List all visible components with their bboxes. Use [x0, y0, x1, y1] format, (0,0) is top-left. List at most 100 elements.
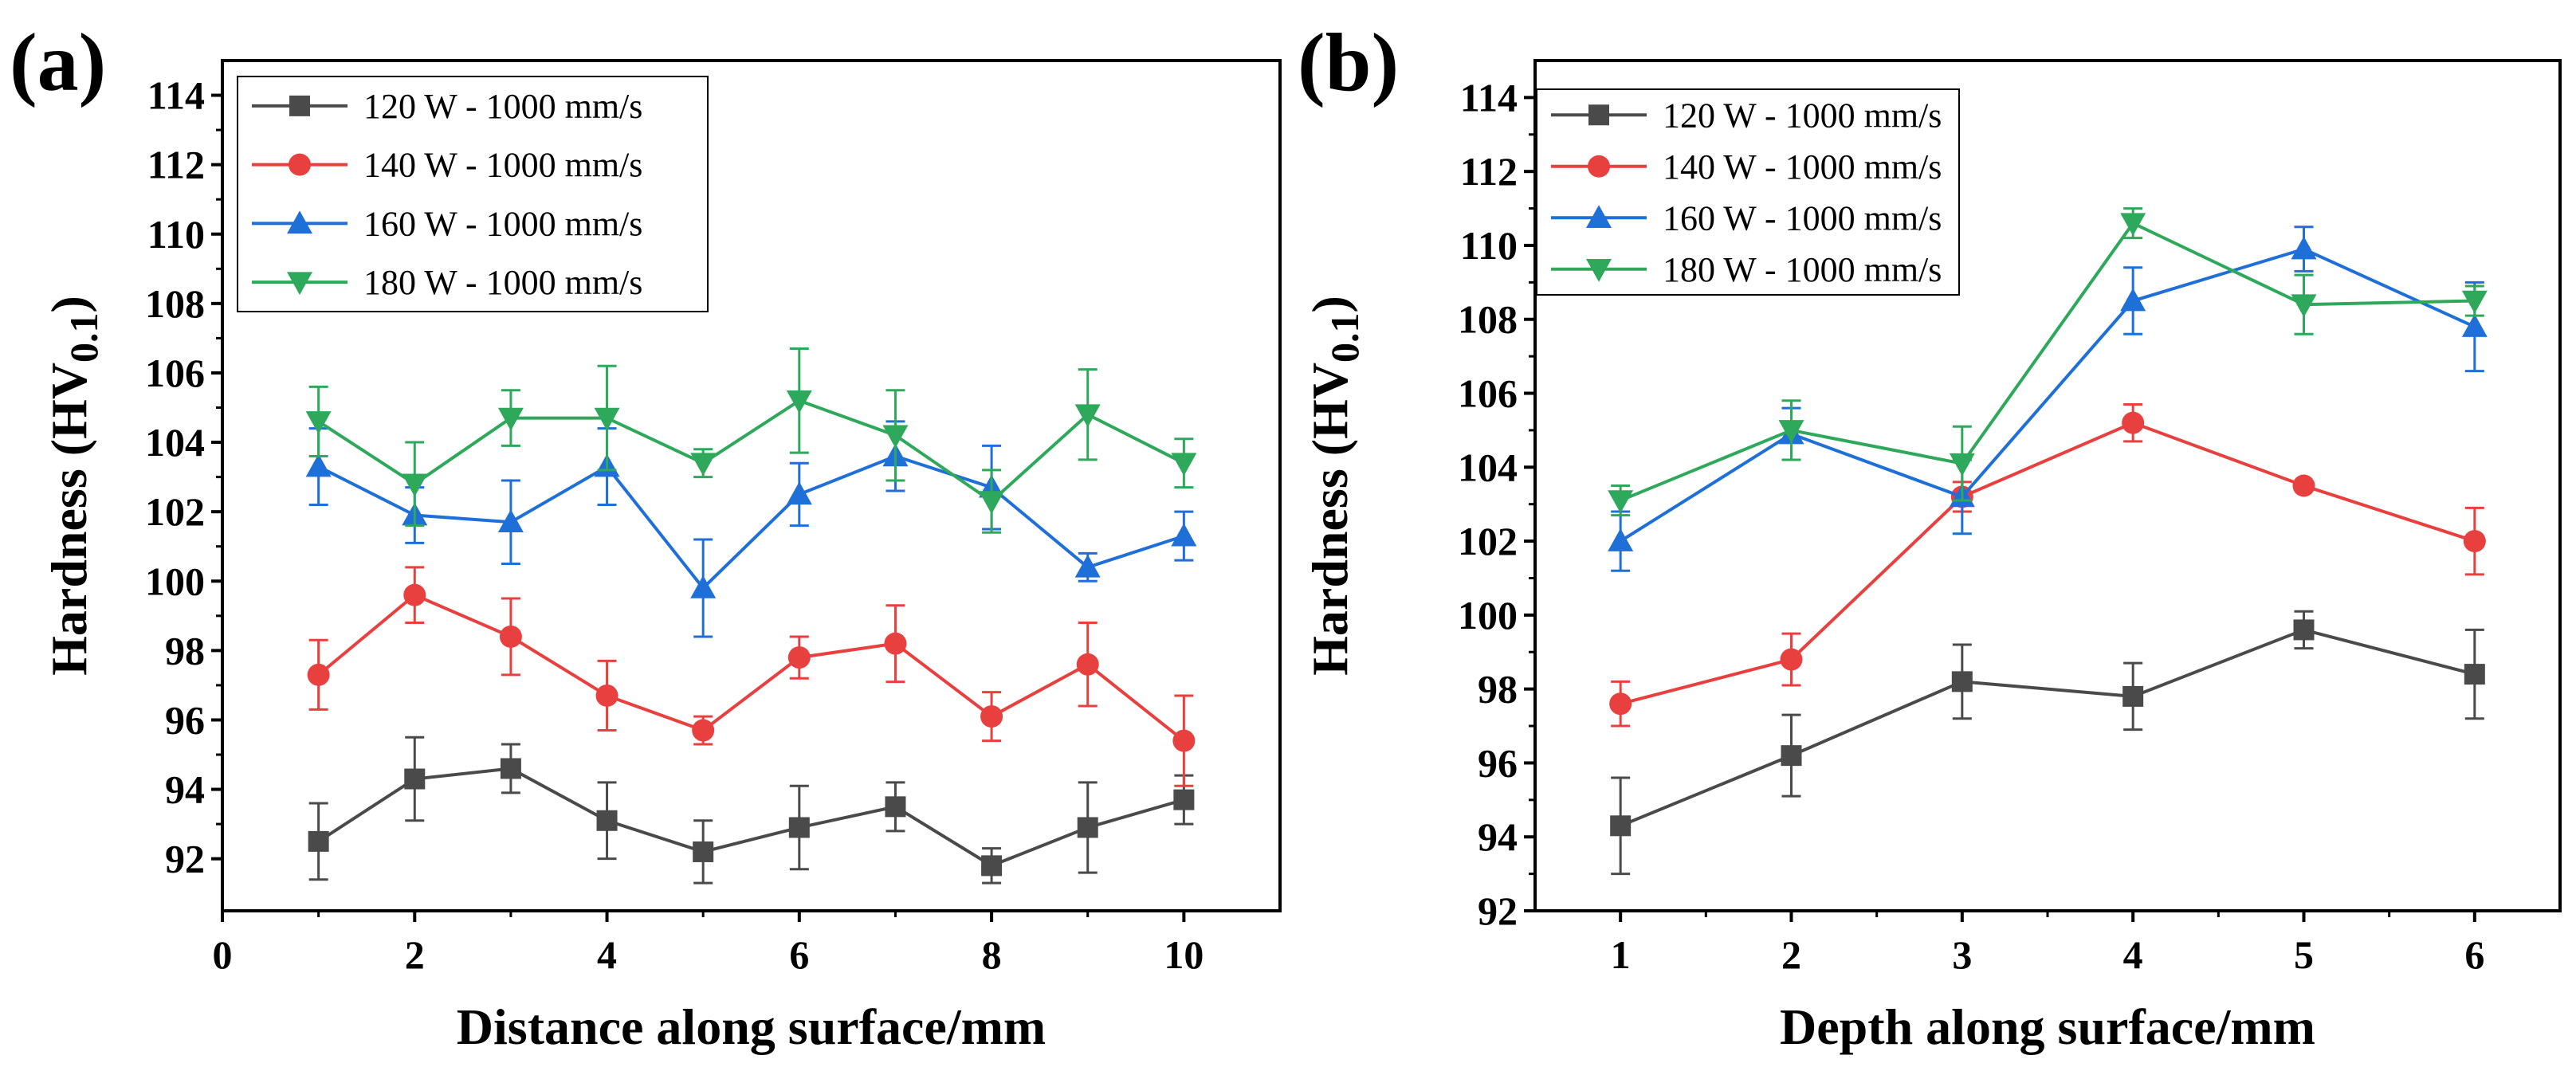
y-tick-label: 110 [1460, 223, 1518, 268]
series-1 [1610, 610, 2485, 876]
data-point [2461, 314, 2488, 337]
y-tick-label: 92 [165, 837, 205, 881]
legend-item: 160 W - 1000 mm/s [252, 204, 642, 243]
data-point [1951, 671, 1973, 692]
y-tick-label: 98 [165, 628, 205, 673]
data-point [1949, 453, 1975, 477]
legend-marker [1588, 104, 1609, 126]
y-tick-label: 110 [147, 212, 205, 257]
x-tick-label: 6 [2464, 932, 2484, 977]
series-line [1620, 247, 2476, 543]
legend-label: 140 W - 1000 mm/s [1663, 147, 1942, 186]
legend-item: 120 W - 1000 mm/s [1551, 96, 1942, 135]
data-point [2122, 411, 2145, 434]
data-point [1074, 554, 1101, 578]
x-tick-label: 4 [2123, 932, 2143, 977]
y-tick-label: 108 [145, 281, 205, 326]
data-point [786, 481, 812, 505]
legend-marker [1586, 205, 1612, 229]
x-tick-label: 1 [1611, 932, 1631, 977]
series-4 [1608, 207, 2488, 517]
y-axis-title-close: ) [41, 296, 97, 312]
data-point [497, 509, 524, 533]
data-point [787, 646, 811, 669]
legend-item: 140 W - 1000 mm/s [252, 146, 642, 185]
y-axis-title: Hardness (HV0.1) [41, 296, 106, 676]
series-line [1620, 221, 2475, 502]
data-point [2120, 288, 2146, 312]
x-tick-label: 8 [982, 932, 1002, 977]
series-1 [308, 736, 1195, 885]
data-point [2293, 619, 2315, 641]
data-point [1074, 404, 1101, 428]
data-point [1173, 789, 1195, 810]
x-tick-label: 4 [597, 932, 617, 977]
y-tick-label: 114 [147, 73, 205, 118]
data-point [497, 407, 524, 431]
y-tick-label: 102 [145, 489, 205, 534]
data-point [788, 817, 810, 838]
x-tick-label: 2 [405, 932, 425, 977]
series-line [317, 767, 1184, 868]
data-point [2120, 213, 2146, 237]
data-point [1780, 648, 1803, 671]
y-tick-label: 96 [1478, 740, 1518, 785]
data-point [499, 625, 522, 648]
data-point [884, 632, 907, 655]
data-point [1609, 692, 1632, 716]
data-point [2291, 294, 2317, 318]
data-point [2464, 664, 2485, 685]
legend-marker [289, 95, 310, 116]
data-point [979, 491, 1005, 515]
panel-b: (b) 92 94 96 98 100 102 104 106 108 110 112 114 1 2 3 4 5… [1298, 17, 2562, 1055]
data-point [2292, 474, 2315, 497]
data-point [594, 407, 620, 431]
data-point [305, 411, 332, 434]
series-line [1620, 628, 2476, 828]
x-tick-label: 5 [2294, 932, 2314, 977]
x-tick-label: 0 [213, 932, 233, 977]
y-tick-label: 114 [1460, 75, 1518, 120]
data-point [307, 663, 330, 686]
plot-frame [221, 59, 1282, 912]
data-point [693, 841, 714, 862]
data-point [1077, 817, 1098, 838]
legend-label: 120 W - 1000 mm/s [363, 87, 642, 126]
y-tick-label: 106 [1458, 371, 1518, 416]
panel-label: (b) [1298, 17, 1399, 108]
series-2 [307, 566, 1196, 787]
series-line [317, 454, 1184, 590]
data-point [2463, 530, 2486, 553]
y-axis-title-main: Hardness (HV [41, 363, 97, 676]
x-tick-label: 10 [1164, 932, 1204, 977]
y-axis-title-main: Hardness (HV [1302, 363, 1358, 676]
data-point [885, 796, 906, 818]
data-point [596, 810, 618, 831]
legend-label: 140 W - 1000 mm/s [363, 146, 642, 185]
y-tick-label: 100 [1458, 593, 1518, 637]
legend: 120 W - 1000 mm/s 140 W - 1000 mm/s 160 W … [1536, 88, 1960, 296]
data-point [1171, 523, 1197, 547]
legend-marker [287, 210, 312, 234]
y-tick-label: 106 [145, 351, 205, 395]
y-tick-label: 102 [1458, 519, 1518, 563]
data-point [1610, 815, 1632, 837]
y-tick-label: 104 [145, 420, 205, 465]
series-3 [1608, 226, 2488, 572]
data-point [981, 855, 1003, 877]
legend-label: 160 W - 1000 mm/s [1663, 198, 1942, 237]
data-point [595, 684, 618, 707]
data-point [2122, 685, 2144, 707]
data-point [305, 453, 332, 477]
legend-item: 160 W - 1000 mm/s [1551, 198, 1942, 237]
x-axis-title: Depth along surface/mm [1780, 998, 2315, 1055]
data-point [980, 705, 1003, 728]
y-tick-label: 112 [147, 143, 205, 187]
data-point [690, 453, 717, 477]
legend-label: 120 W - 1000 mm/s [1663, 96, 1942, 135]
y-axis-title-subscript: 0.1 [61, 312, 106, 363]
legend-item: 120 W - 1000 mm/s [252, 87, 642, 126]
legend-marker [287, 272, 312, 296]
x-tick-label: 3 [1952, 932, 1972, 977]
